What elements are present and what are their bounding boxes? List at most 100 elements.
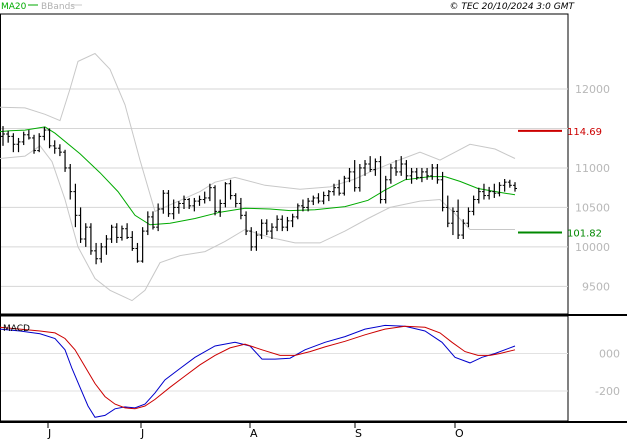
ohlc-bar — [135, 242, 140, 263]
ohlc-bar — [1, 126, 5, 146]
ohlc-bar — [254, 231, 259, 251]
ohlc-bar — [445, 195, 450, 228]
ohlc-bar — [497, 182, 502, 197]
ohlc-bar — [347, 167, 352, 183]
ohlc-bar — [78, 207, 83, 243]
macd-tick-label: 000 — [599, 348, 620, 361]
ohlc-bar — [285, 216, 290, 232]
ohlc-bar — [363, 160, 368, 176]
ohlc-bar — [207, 183, 212, 202]
ohlc-bar — [487, 186, 492, 200]
ohlc-bar — [321, 191, 326, 205]
ohlc-bar — [383, 175, 388, 204]
ohlc-bar — [238, 197, 243, 220]
price-panel-frame — [0, 13, 569, 315]
ohlc-bar — [378, 156, 383, 204]
macd-line — [0, 324, 516, 418]
ohlc-bar — [456, 199, 461, 239]
ohlc-bar — [373, 158, 378, 176]
ohlc-bar — [352, 160, 357, 192]
ohlc-bar — [32, 134, 37, 154]
ohlc-bar — [68, 164, 73, 200]
ohlc-bar — [502, 179, 507, 192]
ohlc-bar — [399, 156, 404, 176]
ohlc-bar — [161, 190, 166, 214]
ohlc-bar — [290, 213, 295, 228]
ohlc-bar — [182, 195, 187, 209]
ohlc-bar — [140, 227, 145, 263]
x-tick-label: S — [355, 427, 362, 440]
macd-tick-label: -200 — [595, 385, 620, 398]
ohlc-bar — [150, 211, 155, 230]
ohlc-bar — [326, 190, 331, 202]
ohlc-bar — [481, 183, 486, 200]
ohlc-bar — [99, 242, 104, 263]
ohlc-bar — [440, 171, 445, 212]
marker-label: 101.82 — [567, 229, 602, 240]
ohlc-bar — [425, 167, 430, 180]
ohlc-bar — [476, 187, 481, 204]
ohlc-bar — [202, 191, 207, 204]
ohlc-bar — [295, 203, 300, 220]
ohlc-bar — [88, 223, 93, 255]
x-tick-label: O — [455, 427, 464, 440]
ohlc-bar — [507, 179, 512, 188]
ohlc-bar — [430, 164, 435, 180]
bollinger-bands — [0, 52, 516, 302]
ohlc-bar — [492, 183, 497, 198]
marker-label: 114.69 — [567, 127, 602, 138]
ohlc-bar — [450, 207, 455, 236]
ohlc-bar — [269, 223, 274, 239]
bb-lower-line — [0, 145, 515, 302]
ohlc-bar — [130, 231, 135, 251]
bb-upper-line — [0, 52, 516, 213]
ohlc-bar — [156, 203, 161, 232]
macd-panel-frame — [0, 315, 569, 422]
ohlc-bar — [342, 175, 347, 196]
ohlc-bar — [94, 242, 99, 265]
ohlc-bar — [114, 223, 119, 243]
ohlc-bar — [192, 197, 197, 212]
ohlc-bar — [109, 224, 114, 243]
y-tick-label: 9500 — [582, 280, 610, 293]
ohlc-bar — [223, 182, 228, 208]
y-tick-label: 12000 — [575, 83, 610, 96]
ohlc-bar — [259, 219, 264, 239]
ohlc-bar — [176, 201, 181, 214]
ohlc-bar — [145, 211, 150, 236]
ohlc-bar — [244, 211, 249, 236]
ohlc-bar — [264, 219, 269, 236]
ohlc-bar — [57, 144, 62, 157]
y-tick-label: 10000 — [575, 241, 610, 254]
price-bars — [1, 126, 517, 265]
ohlc-bar — [37, 133, 42, 153]
ohlc-bar — [73, 183, 78, 228]
ohlc-bar — [197, 195, 202, 206]
ohlc-bar — [26, 130, 31, 140]
ohlc-bar — [513, 182, 517, 192]
price-axis-ticks: 12000 11000 10500 10000 9500 — [575, 83, 610, 293]
ohlc-bar — [394, 160, 399, 176]
ohlc-bar — [187, 197, 192, 209]
ohlc-bar — [213, 185, 218, 216]
ohlc-bar — [300, 199, 305, 212]
copyright-text: © TEC 20/10/2024 3:0 GMT — [449, 2, 575, 12]
ma20-line — [0, 126, 516, 226]
ohlc-bar — [249, 227, 254, 251]
ohlc-bar — [306, 197, 311, 212]
ohlc-bar — [104, 235, 109, 255]
ohlc-bar — [21, 131, 26, 146]
ohlc-bar — [11, 133, 16, 153]
ohlc-bar — [466, 207, 471, 228]
ohlc-bar — [16, 137, 21, 153]
ohlc-bar — [218, 199, 223, 217]
ohlc-bar — [275, 215, 280, 232]
ohlc-bar — [388, 164, 393, 184]
ohlc-bar — [435, 164, 440, 184]
ohlc-bar — [171, 199, 176, 220]
ohlc-bar — [337, 179, 342, 196]
ohlc-bar — [461, 219, 466, 239]
ohlc-bar — [47, 128, 52, 149]
